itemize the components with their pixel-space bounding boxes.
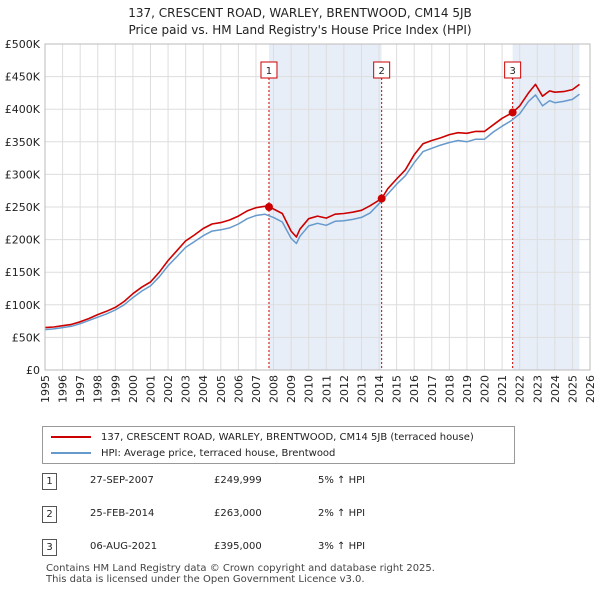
x-tick-label: 2019 — [461, 375, 474, 403]
x-tick-label: 2026 — [584, 375, 597, 403]
x-tick-label: 2004 — [197, 375, 210, 403]
sale-hpi-change: 3% ↑ HPI — [318, 541, 366, 552]
x-tick-label: 1999 — [109, 375, 122, 403]
y-tick-label: £150K — [5, 266, 41, 279]
x-tick-label: 2014 — [373, 375, 386, 403]
y-tick-label: £100K — [5, 299, 41, 312]
sale-point — [264, 203, 273, 212]
sale-point — [377, 194, 386, 203]
x-tick-label: 2008 — [268, 375, 281, 403]
sale-price: £395,000 — [214, 541, 262, 552]
x-tick-label: 2005 — [215, 375, 228, 403]
property-series-line — [44, 83, 580, 329]
sale-price: £249,999 — [214, 475, 262, 486]
y-tick-label: £250K — [5, 201, 41, 214]
sale-price: £263,000 — [214, 508, 262, 519]
sale-marker-label: 2 — [378, 66, 384, 77]
y-tick-label: £500K — [5, 38, 41, 51]
x-tick-label: 2010 — [303, 375, 316, 403]
y-tick-label: £400K — [5, 103, 41, 116]
legend-label-hpi: HPI: Average price, terraced house, Bren… — [101, 447, 336, 459]
footer: Contains HM Land Registry data © Crown c… — [46, 563, 435, 585]
x-tick-label: 2016 — [408, 375, 421, 403]
footer-copyright: Contains HM Land Registry data © Crown c… — [46, 563, 435, 574]
x-tick-label: 1996 — [57, 375, 70, 403]
hpi-series-line — [44, 93, 580, 331]
x-tick-label: 2001 — [144, 375, 157, 403]
chart-title: 137, CRESCENT ROAD, WARLEY, BRENTWOOD, C… — [128, 6, 472, 20]
y-tick-label: £200K — [5, 234, 41, 247]
sale-marker-box — [373, 61, 391, 79]
y-tick-label: £450K — [5, 71, 41, 84]
y-tick-label: £0 — [26, 364, 40, 377]
y-tick-label: £300K — [5, 168, 41, 181]
x-tick-label: 2002 — [162, 375, 175, 403]
sale-marker-box — [504, 61, 522, 79]
x-tick-label: 2006 — [232, 375, 245, 403]
x-tick-label: 2003 — [180, 375, 193, 403]
x-tick-label: 2007 — [250, 375, 263, 403]
legend-item-property: 137, CRESCENT ROAD, WARLEY, BRENTWOOD, C… — [51, 429, 474, 445]
x-tick-label: 2021 — [496, 375, 509, 403]
y-tick-label: £50K — [12, 331, 41, 344]
x-tick-label: 1997 — [74, 375, 87, 403]
sale-date: 27-SEP-2007 — [90, 475, 154, 486]
y-tick-label: £350K — [5, 136, 41, 149]
sale-number-badge: 3 — [42, 539, 57, 556]
sale-date: 06-AUG-2021 — [90, 541, 158, 552]
x-tick-label: 2011 — [320, 375, 333, 403]
chart-subtitle: Price paid vs. HM Land Registry's House … — [128, 23, 472, 37]
legend-swatch-property — [51, 436, 91, 438]
sale-marker-label: 1 — [266, 66, 272, 77]
sale-number-badge: 2 — [42, 506, 57, 523]
legend-label-property: 137, CRESCENT ROAD, WARLEY, BRENTWOOD, C… — [101, 431, 474, 443]
x-tick-label: 2018 — [443, 375, 456, 403]
x-tick-label: 2013 — [355, 375, 368, 403]
sale-marker-label: 3 — [509, 66, 515, 77]
x-tick-label: 2020 — [479, 375, 492, 403]
x-tick-label: 2009 — [285, 375, 298, 403]
legend: 137, CRESCENT ROAD, WARLEY, BRENTWOOD, C… — [42, 426, 515, 464]
footer-licence: This data is licensed under the Open Gov… — [46, 574, 365, 585]
x-tick-label: 2024 — [549, 375, 562, 403]
price-chart: £0 £50K £100K £150K £200K £250K £300K £350K £400… — [5, 38, 597, 403]
x-tick-label: 2017 — [426, 375, 439, 403]
legend-item-hpi: HPI: Average price, terraced house, Bren… — [51, 445, 335, 461]
sale-point — [508, 108, 517, 117]
x-tick-label: 2022 — [514, 375, 527, 403]
sale-number-badge: 1 — [42, 473, 57, 490]
sale-hpi-change: 2% ↑ HPI — [318, 508, 366, 519]
x-tick-label: 2023 — [531, 375, 544, 403]
x-tick-label: 2012 — [338, 375, 351, 403]
plot-border — [44, 43, 591, 371]
sale-date: 25-FEB-2014 — [90, 508, 155, 519]
legend-swatch-hpi — [51, 452, 91, 454]
sale-hpi-change: 5% ↑ HPI — [318, 475, 366, 486]
x-tick-label: 2025 — [566, 375, 579, 403]
x-tick-label: 1995 — [39, 375, 52, 403]
sale-marker-box — [260, 61, 278, 79]
x-tick-label: 1998 — [92, 375, 105, 403]
x-tick-label: 2015 — [391, 375, 404, 403]
x-tick-label: 2000 — [127, 375, 140, 403]
